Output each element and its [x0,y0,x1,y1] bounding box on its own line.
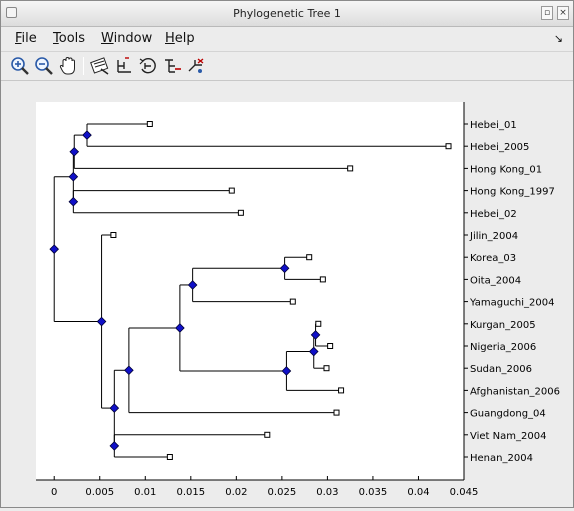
leaf-label: Jilin_2004 [469,231,518,242]
leaf-node-marker [110,232,117,238]
leaf-label: Hebei_02 [470,209,517,220]
x-tick-label: 0.035 [359,487,388,498]
x-tick-label: 0.005 [85,487,114,498]
leaf-node-marker [327,343,334,349]
internal-node-marker [109,441,120,451]
leaf-node-marker [228,187,235,194]
inspect-tool-icon[interactable] [89,55,111,77]
menu-tools[interactable]: Tools [53,31,86,46]
toolbar [1,51,573,81]
leaf-label: Yamaguchi_2004 [469,298,554,309]
window-title: Phylogenetic Tree 1 [233,7,341,20]
internal-node-marker [96,316,107,327]
tree-plot-area: Hebei_01 Hebei_2005 Hong Kong_01 Hong Kong_… [1,81,573,511]
internal-node-marker [308,346,319,357]
axes-background [36,102,464,480]
internal-node-marker [281,366,292,376]
tree-branches [53,123,449,458]
x-tick-label: 0.04 [407,487,429,498]
leaf-label: Oita_2004 [470,275,521,286]
x-tick-label: 0.045 [450,487,479,498]
zoom-in-icon[interactable] [9,55,31,77]
close-icon[interactable]: × [557,6,569,20]
axes-frame [36,102,465,481]
app-icon[interactable] [6,7,17,18]
phylogenetic-tree-chart[interactable]: Hebei_01 Hebei_2005 Hong Kong_01 Hong Kong_… [1,81,573,507]
leaf-label: Afghanistan_2006 [470,386,560,397]
title-bar[interactable]: Phylogenetic Tree 1 ▫ × [1,1,573,27]
leaf-node-marker [264,431,271,438]
leaf-node-marker [338,387,345,394]
leaf-node-marker [319,276,326,283]
leaf-node-marker [315,320,322,327]
internal-node-marker [175,323,185,333]
internal-node-marker [69,146,80,157]
internal-node-marker [279,263,290,274]
tree-leaves [110,121,452,460]
pan-hand-icon[interactable] [57,55,79,77]
x-axis-ticks: 0 0.005 0.01 0.015 0.02 0.025 0.03 0.035 0.04 0.0… [51,476,478,498]
internal-node-marker [68,171,79,182]
prune-tool-icon[interactable] [185,55,207,77]
internal-node-marker [124,365,134,376]
internal-node-marker [82,130,92,140]
leaf-label: Henan_2004 [470,453,533,464]
x-tick-label: 0.01 [134,487,156,498]
dock-arrow-icon[interactable]: ↘ [553,32,563,45]
x-tick-label: 0.015 [176,487,205,498]
leaf-node-marker [333,409,340,416]
internal-node-marker [187,280,198,290]
leaf-label: Kurgan_2005 [470,320,536,331]
leaf-label: Hebei_01 [470,120,517,131]
menu-window[interactable]: Window [101,31,153,46]
leaf-node-marker [445,143,452,150]
leaf-label: Hebei_2005 [470,142,529,153]
leaf-labels: Hebei_01 Hebei_2005 Hong Kong_01 Hong Kong_… [464,120,560,464]
internal-node-marker [310,330,321,340]
leaf-label: Nigeria_2006 [470,342,536,353]
leaf-label: Hong Kong_01 [470,164,542,175]
minimize-icon[interactable]: ▫ [541,6,553,20]
leaf-node-marker [166,454,173,460]
leaf-label: Hong Kong_1997 [470,187,555,198]
x-tick-label: 0 [51,487,57,498]
menu-file[interactable]: File [15,31,37,46]
leaf-node-marker [289,298,296,305]
leaf-node-marker [323,365,330,372]
leaf-label: Guangdong_04 [470,409,546,420]
x-tick-label: 0.03 [316,487,338,498]
collapse-expand-icon[interactable] [113,55,135,77]
leaf-node-marker [306,254,313,261]
zoom-out-icon[interactable] [33,55,55,77]
x-tick-label: 0.02 [225,487,247,498]
toolbar-separator [83,57,84,75]
leaf-node-marker [237,209,244,216]
leaf-label: Korea_03 [470,253,516,264]
menu-help[interactable]: Help [165,31,195,46]
rotate-branch-icon[interactable] [137,55,159,77]
leaf-node-marker [347,165,354,172]
leaf-node-marker [146,121,153,127]
leaf-label: Sudan_2006 [470,364,532,375]
menu-bar: File Tools Window Help ↘ [1,27,573,51]
rename-tool-icon[interactable] [161,55,183,77]
x-tick-label: 0.025 [268,487,297,498]
internal-node-marker [109,403,120,413]
internal-node-marker [68,196,79,207]
tree-nodes [49,130,321,451]
leaf-label: Viet Nam_2004 [470,431,546,442]
internal-node-marker [49,244,60,254]
